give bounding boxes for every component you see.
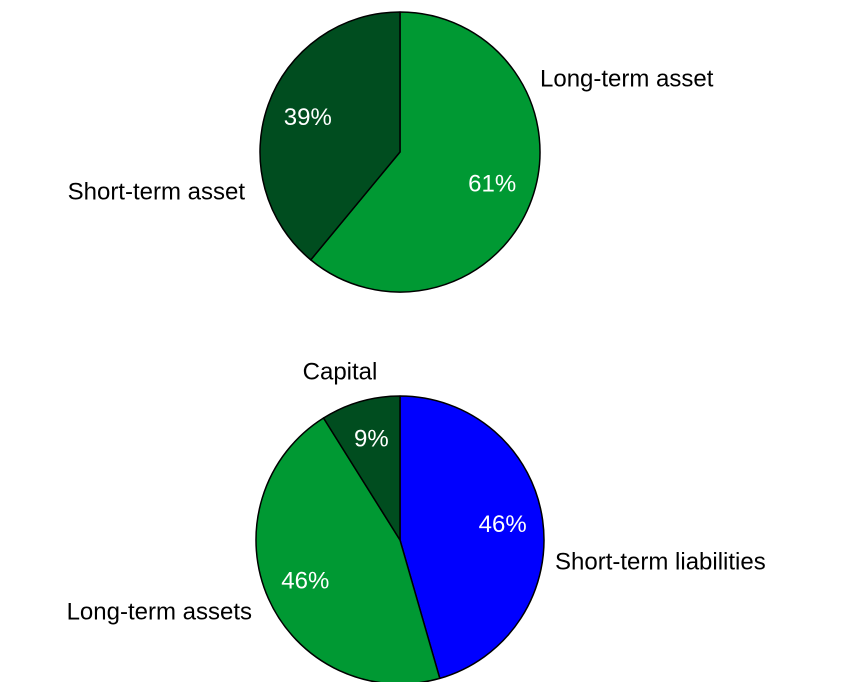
category-label: Capital	[303, 358, 378, 385]
pie-slice	[310, 11, 541, 293]
category-label: Long-term asset	[540, 65, 714, 92]
pie-slice	[399, 395, 545, 680]
pie-slice	[255, 417, 441, 682]
value-label: 61%	[468, 171, 516, 198]
pie-slice	[322, 395, 401, 541]
value-label: 9%	[354, 426, 389, 453]
value-label: 46%	[281, 568, 329, 595]
value-label: 39%	[284, 104, 332, 131]
value-label: 46%	[479, 511, 527, 538]
category-label: Short-term liabilities	[555, 548, 766, 575]
pie-slice	[259, 11, 401, 261]
category-label: Short-term asset	[68, 178, 246, 205]
category-label: Long-term assets	[67, 598, 252, 625]
